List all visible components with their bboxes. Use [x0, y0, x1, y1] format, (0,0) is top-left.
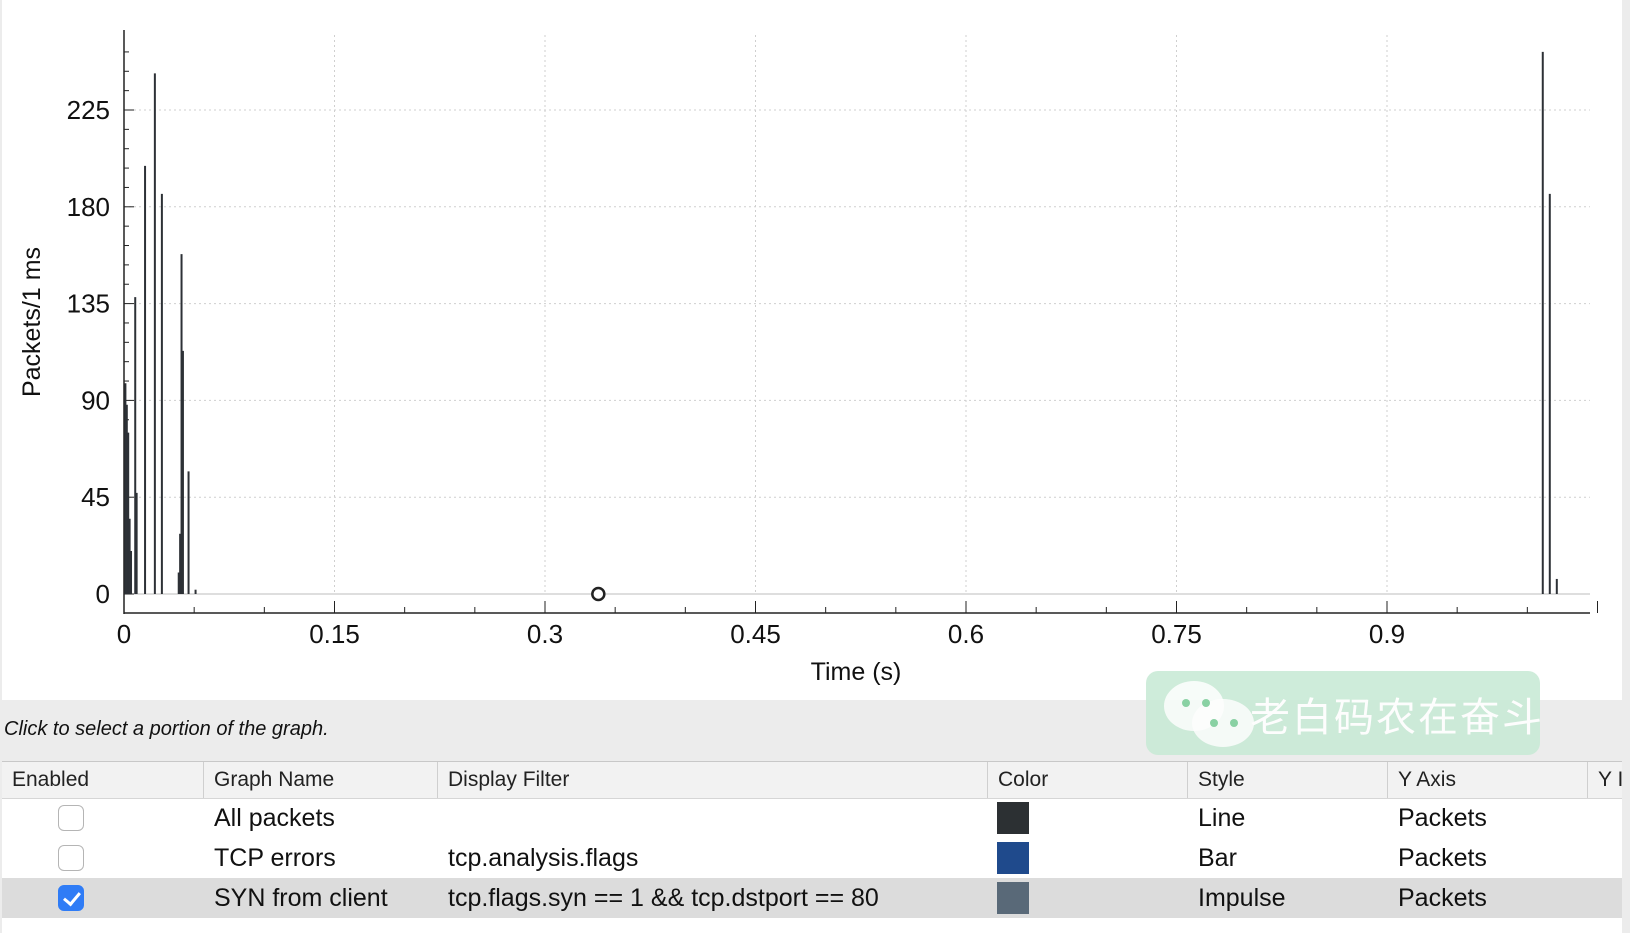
graph-list-table: Enabled Graph Name Display Filter Color … [2, 761, 1622, 933]
x-tick-label: 0.6 [948, 619, 984, 649]
table-row-all-packets[interactable]: All packets Line Packets [2, 798, 1622, 838]
y-tick-label: 180 [67, 192, 110, 222]
axis-labels: 0 0.15 0.3 0.45 0.6 0.75 0.9 0 45 90 135 180 225 [67, 95, 1405, 649]
x-tick-label: 0 [117, 619, 131, 649]
wechat-watermark: 老白码农在奋斗 [1146, 671, 1542, 755]
table-row-syn-from-client[interactable]: SYN from client tcp.flags.syn == 1 && tc… [2, 878, 1622, 918]
y-tick-label: 135 [67, 289, 110, 319]
column-header-display-filter[interactable]: Display Filter [438, 762, 988, 798]
x-tick-label: 0.3 [527, 619, 563, 649]
enabled-checkbox[interactable] [58, 845, 84, 871]
x-tick-label: 0.9 [1369, 619, 1405, 649]
wechat-bubble-icon-2 [1192, 699, 1254, 747]
column-header-y-interval[interactable]: Y I [1598, 768, 1622, 791]
wechat-dot [1230, 719, 1238, 727]
y-tick-label: 90 [81, 385, 110, 415]
style-cell[interactable]: Impulse [1198, 884, 1286, 912]
io-graph-chart[interactable]: 0 0.15 0.3 0.45 0.6 0.75 0.9 0 45 90 135 180 225 Tim… [2, 0, 1622, 700]
color-swatch[interactable] [997, 802, 1029, 834]
y-tick-label: 225 [67, 95, 110, 125]
y-axis-cell[interactable]: Packets [1398, 804, 1487, 832]
io-graph-plot-area[interactable]: 0 0.15 0.3 0.45 0.6 0.75 0.9 0 45 90 135 180 225 Tim… [2, 0, 1622, 700]
y-axis-title: Packets/1 ms [18, 247, 46, 397]
y-axis-cell[interactable]: Packets [1398, 844, 1487, 872]
x-axis-title: Time (s) [811, 658, 902, 686]
enabled-checkbox[interactable] [58, 805, 84, 831]
y-axis-cell[interactable]: Packets [1398, 884, 1487, 912]
y-tick-label: 45 [81, 482, 110, 512]
display-filter-cell[interactable]: tcp.analysis.flags [448, 844, 639, 872]
column-header-graph-name[interactable]: Graph Name [204, 762, 438, 798]
display-filter-cell[interactable]: tcp.flags.syn == 1 && tcp.dstport == 80 [448, 884, 879, 912]
axes [123, 30, 1598, 614]
y-tick-label: 0 [96, 579, 110, 609]
x-tick-label: 0.45 [730, 619, 781, 649]
style-cell[interactable]: Bar [1198, 844, 1237, 872]
table-row-tcp-errors[interactable]: TCP errors tcp.analysis.flags Bar Packet… [2, 838, 1622, 878]
table-header: Enabled Graph Name Display Filter Color … [2, 762, 1622, 799]
grid-lines [124, 35, 1590, 594]
color-swatch[interactable] [997, 882, 1029, 914]
wechat-dot [1210, 719, 1218, 727]
graph-name-cell[interactable]: TCP errors [214, 844, 336, 872]
column-header-style[interactable]: Style [1188, 762, 1388, 798]
wechat-dot [1182, 699, 1190, 707]
graph-name-cell[interactable]: SYN from client [214, 884, 388, 912]
column-header-color[interactable]: Color [988, 762, 1188, 798]
graph-hint-text: Click to select a portion of the graph. [4, 718, 329, 740]
graph-name-cell[interactable]: All packets [214, 804, 335, 832]
wechat-dot [1202, 699, 1210, 707]
cursor-marker [591, 586, 606, 602]
color-swatch[interactable] [997, 842, 1029, 874]
enabled-checkbox[interactable] [58, 885, 84, 911]
x-tick-label: 0.75 [1151, 619, 1202, 649]
column-header-enabled[interactable]: Enabled [2, 762, 204, 798]
impulse-series [124, 51, 1558, 594]
watermark-text: 老白码农在奋斗 [1250, 695, 1544, 741]
style-cell[interactable]: Line [1198, 804, 1246, 832]
x-tick-label: 0.15 [309, 619, 360, 649]
column-header-y-axis[interactable]: Y Axis [1388, 762, 1588, 798]
